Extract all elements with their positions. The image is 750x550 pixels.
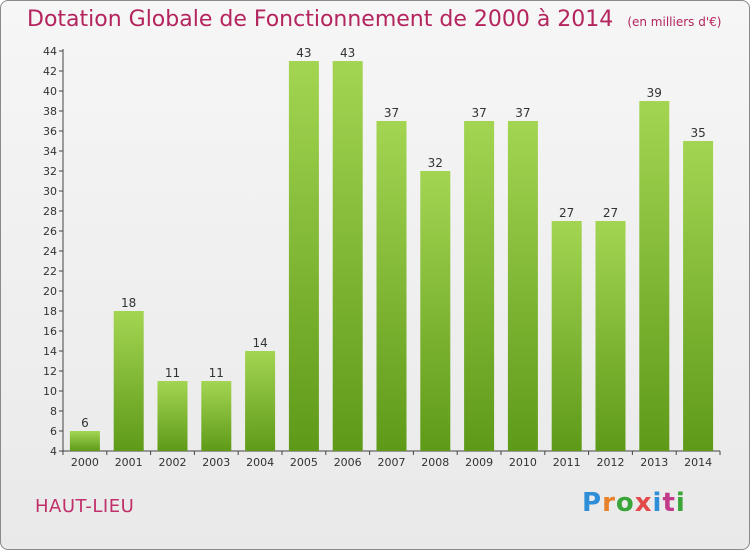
bar-2014	[683, 141, 714, 451]
logo-letter: r	[602, 488, 616, 518]
data-label: 32	[428, 156, 443, 170]
place-name: HAUT-LIEU	[35, 496, 135, 517]
data-label: 43	[296, 46, 311, 60]
y-tick-label: 6	[50, 425, 57, 438]
y-tick-label: 34	[43, 145, 57, 158]
x-tick-label: 2003	[202, 456, 230, 469]
x-axis: 2000 2001 2002 2003 2004 2005 2006 2007 2008 2009…	[62, 450, 721, 469]
x-tick-label: 2013	[640, 456, 668, 469]
chart-title: Dotation Globale de Fonctionnement de 20…	[27, 7, 721, 32]
x-tick-label: 2005	[290, 456, 318, 469]
y-tick-label: 38	[43, 105, 57, 118]
bar-2008	[420, 171, 451, 451]
logo-letter: P	[582, 488, 603, 518]
y-tick-label: 40	[43, 85, 57, 98]
data-label: 27	[559, 206, 574, 220]
x-tick-label: 2001	[115, 456, 143, 469]
chart-unit: (en milliers d'€)	[627, 15, 722, 29]
x-tick-label: 2012	[597, 456, 625, 469]
logo-letter: i	[675, 488, 686, 518]
bar-2001	[113, 311, 144, 451]
data-label: 37	[471, 106, 486, 120]
y-tick-label: 32	[43, 165, 57, 178]
logo-letter: i	[652, 488, 663, 518]
x-tick-label: 2011	[553, 456, 581, 469]
y-tick-label: 44	[43, 45, 57, 58]
y-tick-label: 22	[43, 265, 57, 278]
data-labels: 6 18 11 11 14 43 43 37 32 37 37 27 27 39 35	[81, 46, 706, 430]
bar-2000	[69, 431, 100, 451]
data-label: 43	[340, 46, 355, 60]
y-tick-label: 36	[43, 125, 57, 138]
data-label: 11	[209, 366, 224, 380]
y-axis: 4 6 8 10 12 14 16 18 20 22 24 26 28 30 32 34 36 38 40 42 44	[43, 45, 64, 458]
y-tick-label: 24	[43, 245, 57, 258]
data-label: 27	[603, 206, 618, 220]
y-tick-label: 42	[43, 65, 57, 78]
y-tick-label: 20	[43, 285, 57, 298]
data-label: 37	[515, 106, 530, 120]
bar-2005	[288, 61, 319, 451]
logo-letter: x	[634, 488, 653, 518]
x-tick-label: 2010	[509, 456, 537, 469]
y-tick-label: 10	[43, 385, 57, 398]
bar-2013	[639, 101, 670, 451]
bar-2010	[507, 121, 538, 451]
data-label: 35	[690, 126, 705, 140]
chart-title-text: Dotation Globale de Fonctionnement de 20…	[27, 7, 614, 32]
y-tick-label: 30	[43, 185, 57, 198]
data-label: 39	[647, 86, 662, 100]
data-label: 11	[165, 366, 180, 380]
bar-2004	[245, 351, 276, 451]
x-tick-label: 2000	[71, 456, 99, 469]
data-label: 18	[121, 296, 136, 310]
x-tick-label: 2004	[246, 456, 274, 469]
bar-2011	[551, 221, 582, 451]
bar-2009	[464, 121, 495, 451]
bar-2003	[201, 381, 232, 451]
bar-2012	[595, 221, 626, 451]
proxiti-logo: Proxiti	[582, 488, 686, 518]
x-tick-label: 2008	[421, 456, 449, 469]
y-tick-label: 4	[50, 445, 57, 458]
logo-letter: o	[615, 488, 635, 518]
x-tick-label: 2014	[684, 456, 712, 469]
bar-2006	[332, 61, 363, 451]
bars	[69, 61, 714, 451]
y-tick-label: 26	[43, 225, 57, 238]
y-tick-label: 18	[43, 305, 57, 318]
bar-2002	[157, 381, 188, 451]
data-label: 37	[384, 106, 399, 120]
data-label: 6	[81, 416, 89, 430]
y-tick-label: 8	[50, 405, 57, 418]
y-tick-label: 28	[43, 205, 57, 218]
y-tick-label: 12	[43, 365, 57, 378]
x-tick-label: 2002	[159, 456, 187, 469]
bar-2007	[376, 121, 407, 451]
x-tick-label: 2009	[465, 456, 493, 469]
y-tick-label: 14	[43, 345, 57, 358]
x-tick-label: 2006	[334, 456, 362, 469]
logo-letter: t	[662, 488, 676, 518]
x-tick-label: 2007	[378, 456, 406, 469]
y-tick-label: 16	[43, 325, 57, 338]
data-label: 14	[252, 336, 267, 350]
